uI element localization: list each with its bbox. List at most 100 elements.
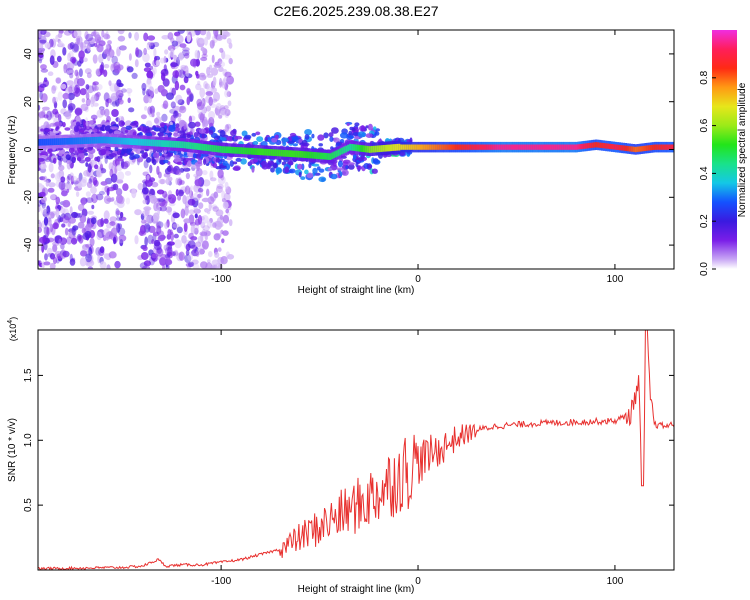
heatmap-noise-blob bbox=[73, 30, 82, 39]
heatmap-noise-blob bbox=[145, 178, 153, 187]
heatmap-noise-blob bbox=[61, 215, 70, 224]
heatmap-noise-blob bbox=[152, 41, 160, 48]
heatmap-noise-blob bbox=[81, 176, 87, 183]
heatmap-ridge-core bbox=[357, 144, 360, 152]
heatmap-noise-blob bbox=[201, 240, 209, 250]
heatmap-ridge-core bbox=[227, 146, 230, 154]
heatmap-ridge-blob bbox=[40, 125, 47, 129]
heatmap-noise-blob bbox=[219, 215, 224, 220]
heatmap-ridge-core bbox=[43, 138, 47, 146]
heatmap-ridge-blob bbox=[183, 124, 187, 130]
heatmap-noise-blob bbox=[211, 259, 220, 266]
heatmap-ridge-core bbox=[455, 144, 458, 150]
heatmap-ridge-core bbox=[382, 145, 385, 152]
heatmap-noise-blob bbox=[194, 30, 201, 36]
heatmap-ridge-core bbox=[134, 138, 137, 146]
heatmap-ridge-core bbox=[532, 144, 535, 150]
heatmap-ridge-blob bbox=[346, 122, 350, 127]
heatmap-noise-blob bbox=[103, 69, 108, 77]
heatmap-ridge-core bbox=[211, 145, 214, 152]
heatmap-noise-blob bbox=[38, 30, 41, 34]
heatmap-ridge-core bbox=[648, 145, 651, 151]
snr-plot-area bbox=[38, 330, 674, 570]
heatmap-ridge-blob bbox=[75, 121, 81, 127]
heatmap-noise-blob bbox=[85, 84, 90, 90]
heatmap-ridge-core bbox=[315, 152, 318, 159]
heatmap-noise-blob bbox=[116, 194, 123, 204]
snr-x-tick-label: 0 bbox=[415, 576, 421, 587]
heatmap-ridge-blob bbox=[151, 156, 155, 164]
heatmap-noise-blob bbox=[226, 123, 232, 129]
heatmap-noise-blob bbox=[85, 243, 93, 248]
heatmap-noise-blob bbox=[159, 257, 167, 266]
heatmap-ridge-blob bbox=[347, 164, 355, 170]
heatmap-noise-blob bbox=[153, 47, 157, 58]
heatmap-noise-blob bbox=[206, 188, 210, 197]
heatmap-noise-blob bbox=[61, 213, 66, 219]
heatmap-noise-blob bbox=[199, 231, 208, 236]
heatmap-noise-blob bbox=[196, 98, 202, 107]
heatmap-noise-blob bbox=[75, 191, 80, 198]
heatmap-noise-blob bbox=[188, 115, 193, 124]
heatmap-noise-blob bbox=[98, 190, 105, 196]
heatmap-ridge-core bbox=[341, 147, 344, 155]
heatmap-ridge-blob bbox=[292, 143, 298, 147]
heatmap-noise-blob bbox=[51, 85, 56, 94]
heatmap-noise-blob bbox=[173, 233, 179, 239]
heatmap-noise-blob bbox=[116, 171, 125, 181]
heatmap-noise-blob bbox=[52, 244, 58, 252]
heatmap-ridge-core bbox=[443, 144, 446, 150]
heatmap-ridge-blob bbox=[163, 159, 169, 164]
snr-x-label: Height of straight line (km) bbox=[298, 584, 415, 595]
heatmap-ridge-core bbox=[331, 152, 334, 160]
heatmap-noise-blob bbox=[57, 91, 63, 101]
heatmap-ridge-blob bbox=[88, 120, 94, 125]
heatmap-noise-blob bbox=[69, 206, 73, 215]
heatmap-ridge-blob bbox=[84, 157, 91, 162]
heatmap-noise-blob bbox=[158, 198, 166, 207]
heatmap-ridge-core bbox=[294, 150, 297, 158]
heatmap-noise-blob bbox=[165, 256, 171, 266]
heatmap-ridge-core bbox=[636, 146, 639, 152]
heatmap-ridge-blob bbox=[339, 171, 343, 177]
heatmap-ridge-blob bbox=[251, 132, 257, 137]
heatmap-noise-blob bbox=[143, 260, 151, 267]
heatmap-noise-blob bbox=[200, 96, 204, 106]
heatmap-noise-blob bbox=[157, 252, 161, 261]
heatmap-noise-blob bbox=[184, 185, 191, 195]
heatmap-noise-blob bbox=[79, 88, 87, 96]
heatmap-noise-blob bbox=[197, 193, 202, 199]
heatmap-ridge-core bbox=[583, 143, 586, 149]
heatmap-ridge-blob bbox=[342, 159, 351, 164]
heatmap-noise-blob bbox=[103, 218, 109, 224]
heatmap-noise-blob bbox=[163, 244, 168, 251]
heatmap-ridge-core bbox=[601, 142, 604, 149]
heatmap-noise-blob bbox=[172, 54, 177, 60]
heatmap-noise-blob bbox=[63, 64, 68, 70]
heatmap-noise-blob bbox=[118, 227, 126, 236]
heatmap-ridge-core bbox=[256, 148, 259, 155]
heatmap-noise-blob bbox=[143, 32, 149, 42]
heatmap-ridge-core bbox=[38, 139, 41, 146]
heatmap-ridge-blob bbox=[232, 166, 241, 171]
heatmap-noise-blob bbox=[160, 68, 169, 77]
heatmap-noise-blob bbox=[50, 173, 55, 179]
heatmap-noise-blob bbox=[43, 175, 48, 182]
heatmap-ridge-blob bbox=[173, 157, 182, 163]
heatmap-noise-blob bbox=[182, 167, 191, 172]
heatmap-ridge-blob bbox=[105, 122, 111, 127]
heatmap-noise-blob bbox=[189, 93, 194, 102]
heatmap-noise-blob bbox=[63, 63, 67, 74]
heatmap-noise-blob bbox=[79, 257, 87, 267]
heatmap-ridge-blob bbox=[58, 150, 63, 157]
heatmap-noise-blob bbox=[71, 211, 78, 219]
heatmap-ridge-core bbox=[670, 144, 673, 150]
heatmap-ridge-core bbox=[376, 145, 379, 153]
heatmap-ridge-blob bbox=[40, 130, 44, 137]
heatmap-ridge-core bbox=[536, 144, 539, 150]
heatmap-ridge-core bbox=[386, 144, 389, 152]
heatmap-ridge-core bbox=[301, 151, 305, 158]
heatmap-ridge-core bbox=[463, 144, 466, 150]
heatmap-noise-blob bbox=[106, 222, 112, 229]
spectrogram-y-label: Frequency (Hz) bbox=[7, 116, 18, 185]
